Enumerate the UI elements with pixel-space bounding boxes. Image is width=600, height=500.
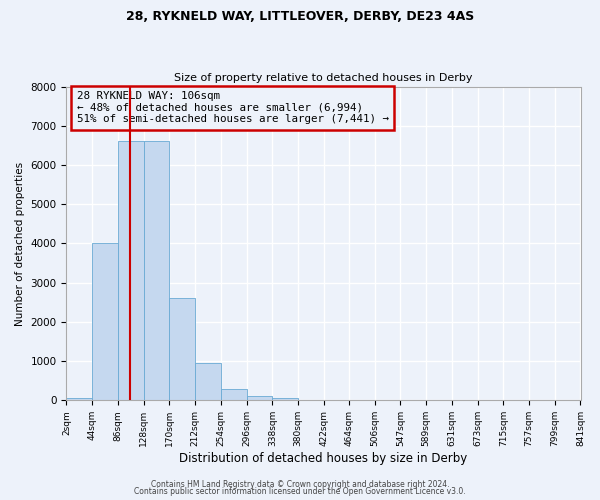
- Bar: [195, 363, 221, 401]
- Text: Contains public sector information licensed under the Open Government Licence v3: Contains public sector information licen…: [134, 488, 466, 496]
- Bar: [169, 298, 195, 400]
- Text: 28 RYKNELD WAY: 106sqm
← 48% of detached houses are smaller (6,994)
51% of semi-: 28 RYKNELD WAY: 106sqm ← 48% of detached…: [77, 92, 389, 124]
- Text: Contains HM Land Registry data © Crown copyright and database right 2024.: Contains HM Land Registry data © Crown c…: [151, 480, 449, 489]
- Y-axis label: Number of detached properties: Number of detached properties: [15, 162, 25, 326]
- Bar: [247, 396, 272, 400]
- Bar: [118, 142, 143, 400]
- Bar: [92, 244, 118, 400]
- Text: 28, RYKNELD WAY, LITTLEOVER, DERBY, DE23 4AS: 28, RYKNELD WAY, LITTLEOVER, DERBY, DE23…: [126, 10, 474, 23]
- Bar: [272, 398, 298, 400]
- Title: Size of property relative to detached houses in Derby: Size of property relative to detached ho…: [174, 73, 473, 83]
- X-axis label: Distribution of detached houses by size in Derby: Distribution of detached houses by size …: [179, 452, 467, 465]
- Bar: [143, 142, 169, 400]
- Bar: [221, 388, 247, 400]
- Bar: [67, 398, 92, 400]
